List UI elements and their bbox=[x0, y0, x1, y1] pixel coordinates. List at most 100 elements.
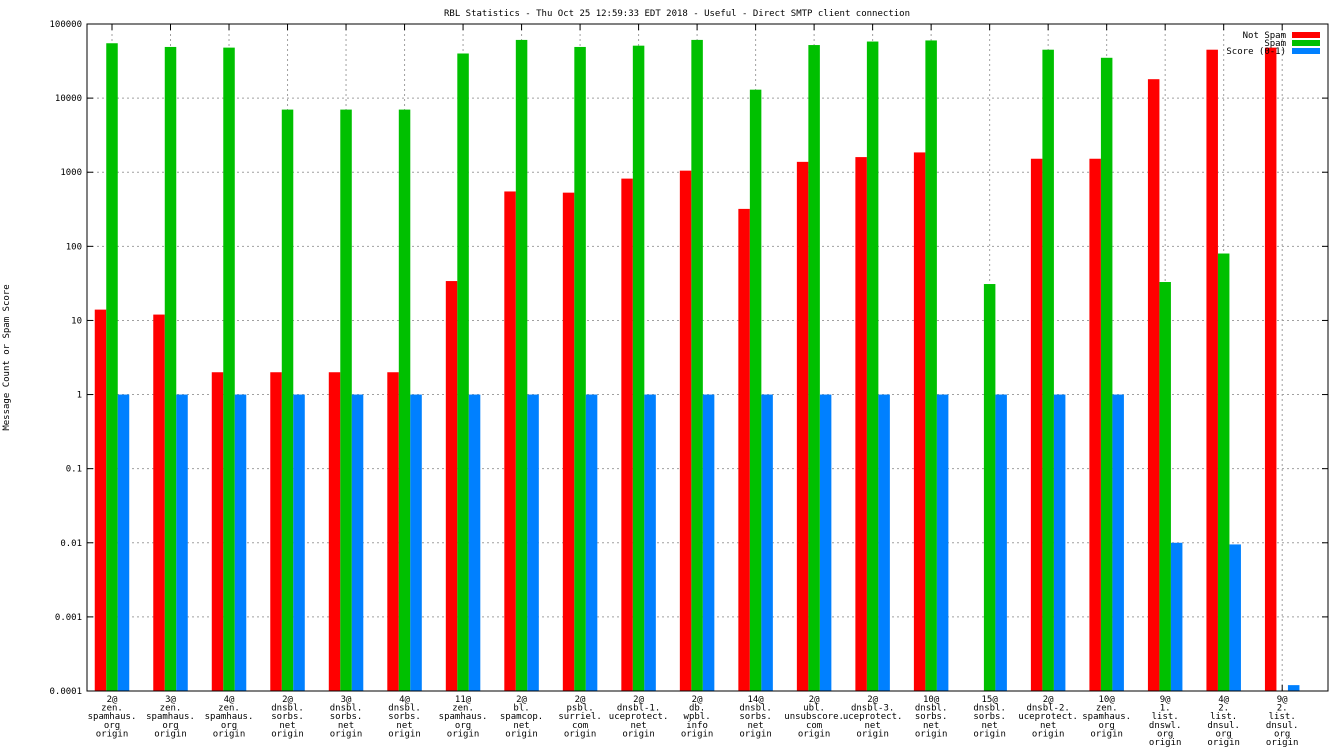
bar-not-spam bbox=[1206, 49, 1218, 691]
y-tick-label: 10 bbox=[71, 316, 82, 326]
x-tick-label: ubl. bbox=[803, 704, 825, 714]
x-tick-label: wpbl. bbox=[684, 712, 711, 722]
x-tick-label: 14@ bbox=[747, 695, 764, 705]
bar-score-0-1 bbox=[1112, 394, 1124, 691]
x-tick-label: org bbox=[1274, 729, 1290, 739]
x-tick-label: dnsul. bbox=[1207, 721, 1240, 731]
x-tick-label: dnsbl. bbox=[388, 704, 421, 714]
x-tick-label: 11@ bbox=[455, 695, 472, 705]
x-tick-labels: 2@zen.spamhaus.orgorigin3@zen.spamhaus.o… bbox=[88, 695, 1299, 748]
y-tick-label: 1 bbox=[77, 391, 82, 401]
x-tick-label: org bbox=[1216, 729, 1232, 739]
x-tick-label: net bbox=[982, 721, 998, 731]
x-tick-label: origin bbox=[154, 729, 187, 739]
x-tick-label: sorbs. bbox=[739, 712, 772, 722]
x-tick-label: sorbs. bbox=[271, 712, 304, 722]
legend-label: Score (0-1) bbox=[1226, 47, 1286, 57]
x-tick-label: sorbs. bbox=[330, 712, 363, 722]
bar-score-0-1 bbox=[819, 394, 832, 691]
x-tick-label: sorbs. bbox=[973, 712, 1006, 722]
x-tick-label: sorbs. bbox=[915, 712, 948, 722]
x-tick-label: 1. bbox=[1160, 704, 1171, 714]
x-tick-label: origin bbox=[213, 729, 246, 739]
x-tick-label: origin bbox=[447, 729, 480, 739]
x-tick-label: list. bbox=[1269, 712, 1296, 722]
x-tick-label: spamhaus. bbox=[1082, 712, 1131, 722]
bar-spam bbox=[223, 47, 235, 692]
x-tick-label: 4@ bbox=[399, 695, 410, 705]
x-tick-label: 2@ bbox=[575, 695, 586, 705]
bar-spam bbox=[866, 41, 879, 692]
bar-not-spam bbox=[855, 157, 867, 691]
bar-spam bbox=[164, 46, 177, 692]
bar-score-0-1 bbox=[117, 394, 130, 691]
x-tick-label: origin bbox=[388, 729, 421, 739]
bars-layer bbox=[94, 39, 1300, 692]
bar-spam bbox=[281, 109, 294, 691]
bar-spam bbox=[749, 89, 762, 692]
x-tick-label: 2. bbox=[1277, 704, 1288, 714]
bar-spam bbox=[983, 284, 996, 691]
bar-not-spam bbox=[211, 372, 224, 691]
x-tick-label: 2@ bbox=[692, 695, 703, 705]
x-tick-label: psbl. bbox=[567, 704, 594, 714]
chart-title: RBL Statistics - Thu Oct 25 12:59:33 EDT… bbox=[444, 9, 910, 19]
bar-score-0-1 bbox=[702, 394, 715, 691]
x-tick-label: dnsbl. bbox=[915, 704, 948, 714]
y-tick-label: 100 bbox=[66, 242, 82, 252]
x-tick-label: list. bbox=[1210, 712, 1237, 722]
x-tick-label: spamhaus. bbox=[205, 712, 254, 722]
x-tick-label: origin bbox=[739, 729, 772, 739]
x-tick-label: spamhaus. bbox=[88, 712, 137, 722]
x-tick-label: origin bbox=[1149, 738, 1182, 748]
x-tick-label: 3@ bbox=[165, 695, 176, 705]
x-tick-label: list. bbox=[1152, 712, 1179, 722]
x-tick-label: 2@ bbox=[516, 695, 527, 705]
x-tick-label: origin bbox=[856, 729, 889, 739]
x-tick-label: 2@ bbox=[282, 695, 293, 705]
x-tick-label: 9@ bbox=[1277, 695, 1288, 705]
x-tick-label: origin bbox=[622, 729, 655, 739]
x-tick-label: net bbox=[1040, 721, 1056, 731]
legend-label: Not Spam bbox=[1243, 31, 1286, 41]
x-tick-label: zen. bbox=[218, 704, 240, 714]
x-tick-label: origin bbox=[915, 729, 948, 739]
x-tick-label: uceprotect. bbox=[843, 712, 903, 722]
x-tick-label: info bbox=[686, 721, 708, 731]
x-tick-label: sorbs. bbox=[388, 712, 421, 722]
x-tick-label: 10@ bbox=[923, 695, 940, 705]
x-tick-label: net bbox=[864, 721, 880, 731]
bar-spam bbox=[1100, 57, 1113, 692]
x-tick-label: dnsbl. bbox=[973, 704, 1006, 714]
x-tick-label: origin bbox=[564, 729, 597, 739]
x-tick-label: net bbox=[396, 721, 412, 731]
x-tick-label: zen. bbox=[1096, 704, 1118, 714]
bar-not-spam bbox=[738, 208, 750, 691]
x-tick-label: 15@ bbox=[982, 695, 999, 705]
x-tick-label: net bbox=[513, 721, 529, 731]
x-tick-label: com bbox=[572, 721, 588, 731]
bar-score-0-1 bbox=[878, 394, 890, 691]
x-tick-label: origin bbox=[271, 729, 304, 739]
bar-score-0-1 bbox=[585, 394, 598, 691]
x-tick-label: net bbox=[747, 721, 763, 731]
x-tick-label: 2@ bbox=[867, 695, 878, 705]
bar-not-spam bbox=[1030, 158, 1043, 691]
x-tick-label: origin bbox=[1032, 729, 1065, 739]
y-tick-label: 0.001 bbox=[55, 613, 82, 623]
bar-spam bbox=[691, 39, 703, 692]
bar-score-0-1 bbox=[1287, 685, 1300, 691]
bar-spam bbox=[1217, 253, 1230, 691]
x-tick-label: net bbox=[630, 721, 646, 731]
x-tick-label: 9@ bbox=[1160, 695, 1171, 705]
bar-spam bbox=[340, 109, 352, 691]
x-tick-label: surriel. bbox=[558, 712, 601, 722]
y-tick-label: 10000 bbox=[55, 94, 82, 104]
x-tick-label: dnsbl. bbox=[739, 704, 772, 714]
x-tick-label: 2@ bbox=[633, 695, 644, 705]
x-tick-label: net bbox=[279, 721, 295, 731]
bar-score-0-1 bbox=[1170, 542, 1183, 691]
bar-spam bbox=[574, 46, 586, 692]
x-tick-label: spamhaus. bbox=[439, 712, 488, 722]
